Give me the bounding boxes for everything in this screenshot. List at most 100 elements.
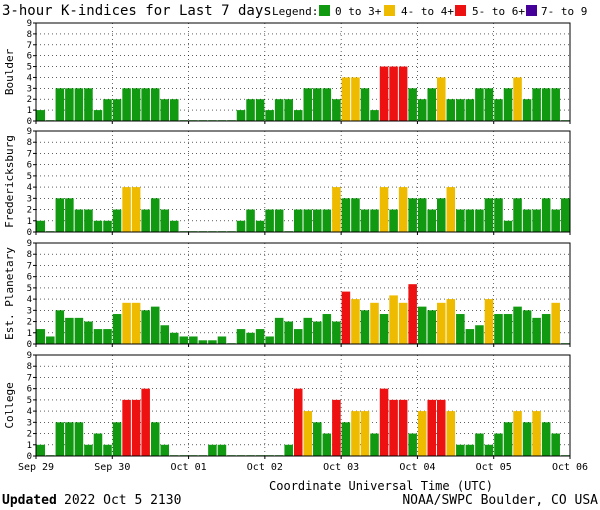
panel-label: Boulder [3,48,16,95]
k-index-bar [513,411,522,456]
legend-label-7-to-9: 7- to 9 [541,5,587,18]
k-index-bar [427,310,436,344]
k-index-bar [551,433,560,456]
k-index-bar [189,336,198,344]
k-index-bar [322,88,332,121]
k-index-bar [522,422,532,456]
k-index-bar [274,317,284,344]
source-credit: NOAA/SWPC Boulder, CO USA [402,493,598,508]
k-index-bar [332,321,341,344]
k-index-bar [522,209,532,232]
k-index-bar [484,444,494,456]
y-tick-label: 3 [27,418,32,428]
k-index-bar [322,433,332,456]
k-index-bar [36,329,46,344]
k-index-bar [122,88,131,121]
y-tick-label: 8 [27,250,32,260]
k-index-bar [65,198,74,232]
k-index-bar [122,302,131,344]
k-index-bar [55,198,65,232]
k-index-bar [370,209,379,232]
k-index-bar [36,220,46,232]
y-tick-label: 0 [27,228,32,238]
k-index-bar [303,88,313,121]
k-index-bar [532,411,541,456]
k-index-bar [160,444,169,456]
k-index-bar [360,88,370,121]
y-tick-label: 9 [27,19,32,29]
k-index-bar [541,88,551,121]
k-index-bar [131,302,141,344]
k-index-bar [293,388,303,456]
y-tick-label: 1 [27,106,32,116]
k-index-bar [313,88,322,121]
k-index-bar [112,314,122,344]
y-tick-label: 0 [27,452,32,462]
y-tick-label: 5 [27,396,32,406]
k-index-bar [236,329,246,344]
k-index-bar [246,209,255,232]
x-axis: Coordinate Universal Time (UTC) Sep 29 Se… [18,462,588,493]
k-index-bar [246,332,255,344]
y-tick-label: 5 [27,172,32,182]
k-index-bar [427,88,436,121]
k-index-bar [360,411,370,456]
k-index-bar [475,433,484,456]
panel-frame [35,22,571,122]
k-index-bar [131,187,141,232]
k-index-bar [112,422,122,456]
k-index-bar [351,299,360,344]
k-index-bar [551,88,560,121]
k-index-bar [551,209,560,232]
k-index-bar [36,110,46,121]
k-index-bar [160,325,169,344]
k-index-bar [398,187,408,232]
k-index-bar [551,302,560,344]
k-index-bar [408,198,417,232]
k-index-bar [150,422,160,456]
k-index-bar [150,306,160,344]
k-index-bar [274,99,284,121]
panel-frame [35,130,571,233]
k-index-bar [122,399,131,456]
k-index-bar [303,209,313,232]
k-index-bar [255,329,265,344]
k-index-bar [494,99,503,121]
y-tick-label: 7 [27,261,32,271]
k-index-bar [341,77,351,121]
k-index-bar [103,220,112,232]
k-index-bar [503,422,513,456]
k-index-bar [332,99,341,121]
k-index-bar [522,99,532,121]
y-tick-label: 3 [27,306,32,316]
k-index-bar [465,444,475,456]
k-index-bar [389,209,398,232]
footer: Updated 2022 Oct 5 2130 NOAA/SWPC Boulde… [2,493,598,508]
k-index-bar [265,336,274,344]
x-tick-label: Oct 02 [247,462,283,473]
legend-label-0-to-3: 0 to 3+ [335,5,382,18]
x-tick-label: Oct 04 [399,462,435,473]
k-index-bar [513,198,522,232]
y-tick-label: 6 [27,161,32,171]
k-index-bar [103,444,112,456]
y-tick-label: 3 [27,194,32,204]
chart-header: 3-hour K-indices for Last 7 days Legend:… [2,3,587,19]
k-index-bar [465,99,475,121]
k-index-bar [446,99,456,121]
k-index-bar [217,444,227,456]
k-index-bar [417,411,427,456]
k-index-bar [236,220,246,232]
k-index-bar [150,88,160,121]
panel-label: Fredericksburg [3,135,16,228]
k-index-bar [84,88,93,121]
y-tick-label: 1 [27,441,32,451]
y-tick-label: 4 [27,73,32,83]
updated-label: Updated [2,493,57,508]
k-index-bar [303,317,313,344]
k-index-bar [417,306,427,344]
k-index-bar [284,99,293,121]
y-tick-label: 2 [27,95,32,105]
k-index-bar [313,209,322,232]
